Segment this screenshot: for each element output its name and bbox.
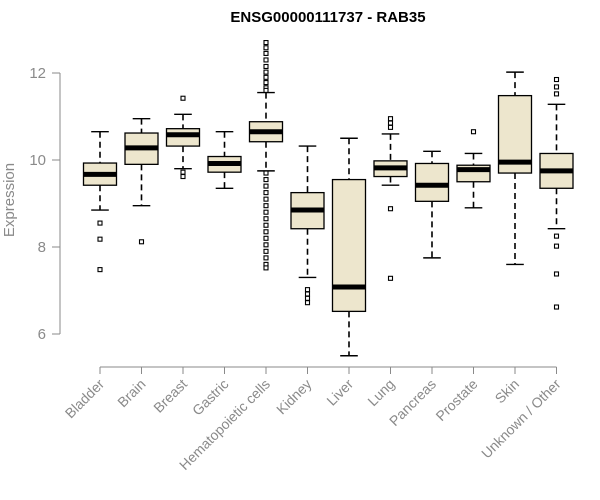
- outlier-point: [304, 287, 311, 293]
- outlier-point: [387, 206, 394, 212]
- y-tick-label: 12: [29, 65, 46, 82]
- outlier-point: [263, 248, 269, 254]
- outlier-point: [263, 216, 269, 222]
- outlier-point: [263, 170, 269, 176]
- box-brain: [124, 117, 159, 245]
- outlier-point: [553, 91, 560, 97]
- outlier-point: [263, 222, 269, 228]
- outlier-point: [263, 39, 269, 46]
- outlier-point: [97, 236, 103, 242]
- box-bladder: [82, 131, 118, 273]
- outlier-point: [180, 95, 186, 101]
- outlier-point: [470, 129, 477, 135]
- outlier-point: [180, 173, 186, 180]
- outlier-point: [263, 242, 269, 248]
- box-skin: [497, 71, 533, 266]
- x-tick-label: Skin: [492, 376, 523, 407]
- x-tick-label: Lung: [364, 376, 397, 409]
- outlier-point: [263, 177, 269, 183]
- outlier-point: [263, 183, 269, 189]
- outlier-point: [304, 291, 311, 297]
- outlier-point: [263, 196, 269, 202]
- outlier-point: [263, 255, 269, 261]
- outlier-point: [387, 120, 394, 126]
- x-tick-label: Brain: [114, 376, 148, 410]
- outlier-point: [138, 239, 145, 245]
- x-tick-label: Liver: [323, 376, 356, 409]
- outlier-point: [553, 233, 560, 239]
- box-unknown-other: [539, 76, 574, 310]
- outlier-point: [553, 304, 560, 310]
- outlier-point: [263, 45, 269, 51]
- outlier-point: [304, 295, 311, 301]
- box-prostate: [456, 129, 491, 209]
- iqr-box: [414, 162, 450, 202]
- outlier-point: [263, 80, 269, 86]
- box-breast: [165, 95, 201, 180]
- iqr-box: [331, 178, 367, 313]
- outlier-point: [263, 235, 269, 241]
- outlier-point: [263, 203, 269, 209]
- x-tick-label: Bladder: [62, 376, 108, 422]
- outlier-point: [97, 267, 103, 273]
- box-pancreas: [414, 150, 450, 259]
- outlier-point: [553, 84, 560, 90]
- x-tick-label: Breast: [150, 376, 190, 416]
- box-gastric: [207, 131, 242, 189]
- x-tick-label: Unknown / Other: [478, 376, 564, 462]
- outlier-point: [180, 169, 186, 175]
- x-tick-label: Kidney: [273, 376, 315, 418]
- outlier-point: [263, 87, 269, 93]
- box-hematopoietic-cells: [248, 39, 284, 271]
- y-axis-label: Expression: [1, 163, 18, 237]
- iqr-box: [165, 128, 201, 147]
- outlier-point: [263, 74, 269, 80]
- outlier-point: [263, 265, 269, 271]
- box-kidney: [290, 145, 325, 306]
- outlier-point: [387, 275, 394, 281]
- outlier-point: [263, 229, 269, 235]
- outlier-point: [263, 57, 269, 63]
- y-tick-label: 10: [29, 152, 46, 169]
- outlier-point: [263, 50, 269, 56]
- y-axis: 6 8 10 12: [29, 65, 61, 343]
- outlier-point: [387, 124, 394, 130]
- chart-title: ENSG00000111737 - RAB35: [230, 9, 425, 26]
- outlier-point: [553, 243, 560, 249]
- outlier-point: [553, 76, 560, 83]
- outlier-point: [263, 63, 269, 70]
- outlier-point: [263, 209, 269, 215]
- outlier-point: [97, 220, 103, 226]
- y-tick-label: 8: [38, 239, 46, 256]
- y-tick-label: 6: [38, 326, 46, 343]
- box-liver: [331, 137, 367, 357]
- outlier-point: [553, 271, 560, 277]
- x-tick-label: Prostate: [432, 376, 480, 424]
- outlier-point: [263, 69, 269, 75]
- outlier-point: [263, 190, 269, 196]
- box-lung: [373, 116, 408, 281]
- outlier-point: [387, 116, 394, 122]
- outlier-point: [304, 300, 311, 306]
- boxes: [82, 39, 574, 357]
